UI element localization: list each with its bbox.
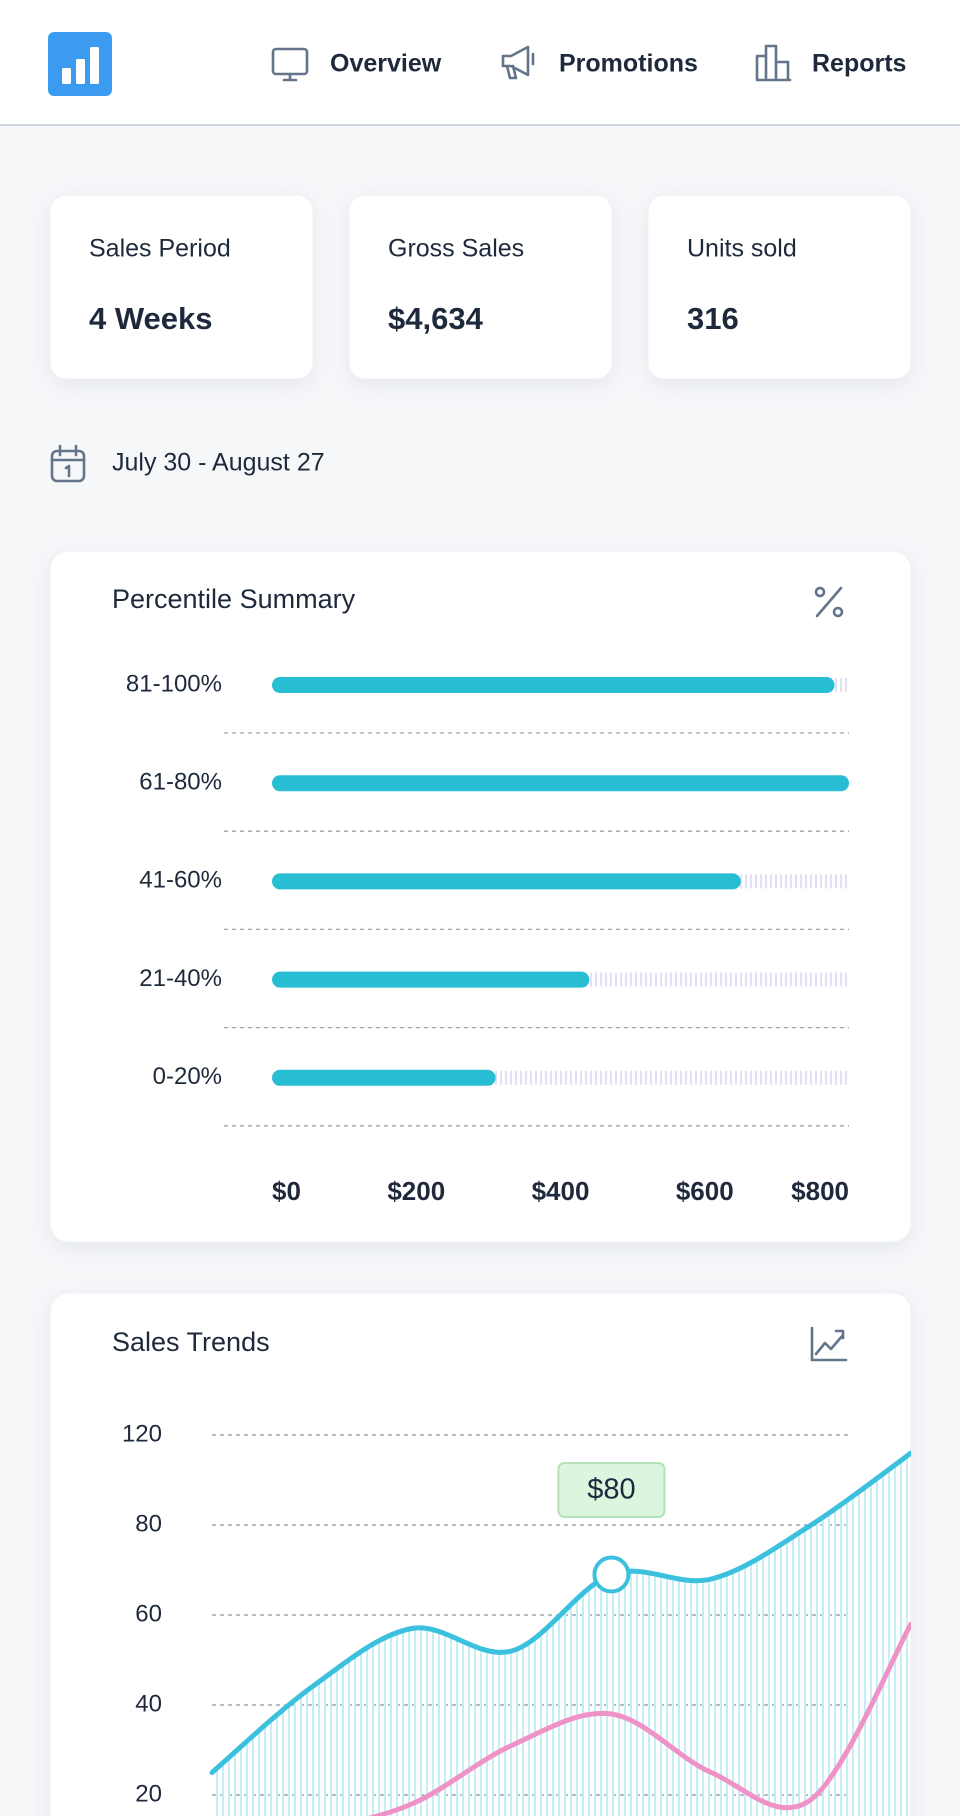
tooltip-text: $80	[587, 1474, 635, 1506]
x-tick-label: $800	[791, 1176, 849, 1206]
date-range: July 30 - August 27	[50, 444, 325, 483]
stat-value: 316	[687, 301, 739, 336]
stat-value: $4,634	[388, 301, 484, 336]
bar-label: 81-100%	[126, 670, 222, 697]
bar	[272, 971, 590, 988]
header	[0, 0, 960, 125]
highlight-point	[592, 1555, 631, 1594]
stat-value: 4 Weeks	[89, 301, 213, 336]
nav-label[interactable]: Promotions	[559, 50, 698, 78]
stat-label: Gross Sales	[388, 235, 524, 263]
nav-reports[interactable]: Reports	[755, 44, 906, 82]
percent-icon[interactable]	[814, 586, 844, 618]
stat-label: Units sold	[687, 235, 797, 263]
bar	[272, 873, 741, 890]
bar	[272, 775, 849, 792]
card-title: Percentile Summary	[112, 584, 356, 614]
y-tick-label: 120	[122, 1420, 162, 1447]
bar	[272, 1069, 496, 1086]
bar	[272, 677, 835, 693]
tooltip	[557, 1462, 666, 1518]
nav-promotions[interactable]: Promotions	[501, 45, 698, 80]
x-tick-label: $200	[387, 1176, 445, 1206]
stats: Sales Period 4 Weeks Gross Sales $4,634 Unit…	[49, 194, 912, 380]
nav-label[interactable]: Reports	[812, 50, 906, 78]
line	[209, 1450, 911, 1775]
card-title: Sales Trends	[112, 1327, 270, 1357]
bar-label: 61-80%	[139, 769, 222, 796]
stat-label: Sales Period	[89, 235, 231, 263]
nav-label[interactable]: Overview	[330, 50, 442, 78]
y-tick-label: 20	[135, 1780, 162, 1807]
y-tick-label: 60	[135, 1600, 162, 1627]
x-tick-label: $600	[676, 1176, 734, 1206]
y-tick-label: 80	[135, 1510, 162, 1537]
bar-label: 21-40%	[139, 965, 222, 992]
bar-label: 0-20%	[153, 1063, 222, 1090]
card	[49, 550, 912, 1243]
stat-card	[348, 194, 613, 380]
trend-icon[interactable]	[810, 1326, 848, 1362]
logo[interactable]	[48, 32, 112, 96]
bar-chart: 81-100% 61-80% 41-60% 21-40% 0-20% $0 $200 $400…	[126, 670, 849, 1206]
y-tick-label: 40	[135, 1690, 162, 1717]
bar-label: 41-60%	[139, 867, 222, 894]
stat-card	[647, 194, 912, 380]
x-tick-label: $0	[272, 1176, 301, 1206]
x-tick-label: $400	[532, 1176, 590, 1206]
date-text: July 30 - August 27	[112, 449, 325, 477]
line	[209, 1621, 911, 1816]
line-chart: 120 80 60 40 20 $80	[122, 1420, 911, 1816]
stat-card	[49, 194, 314, 380]
nav-overview[interactable]: Overview	[271, 47, 442, 82]
